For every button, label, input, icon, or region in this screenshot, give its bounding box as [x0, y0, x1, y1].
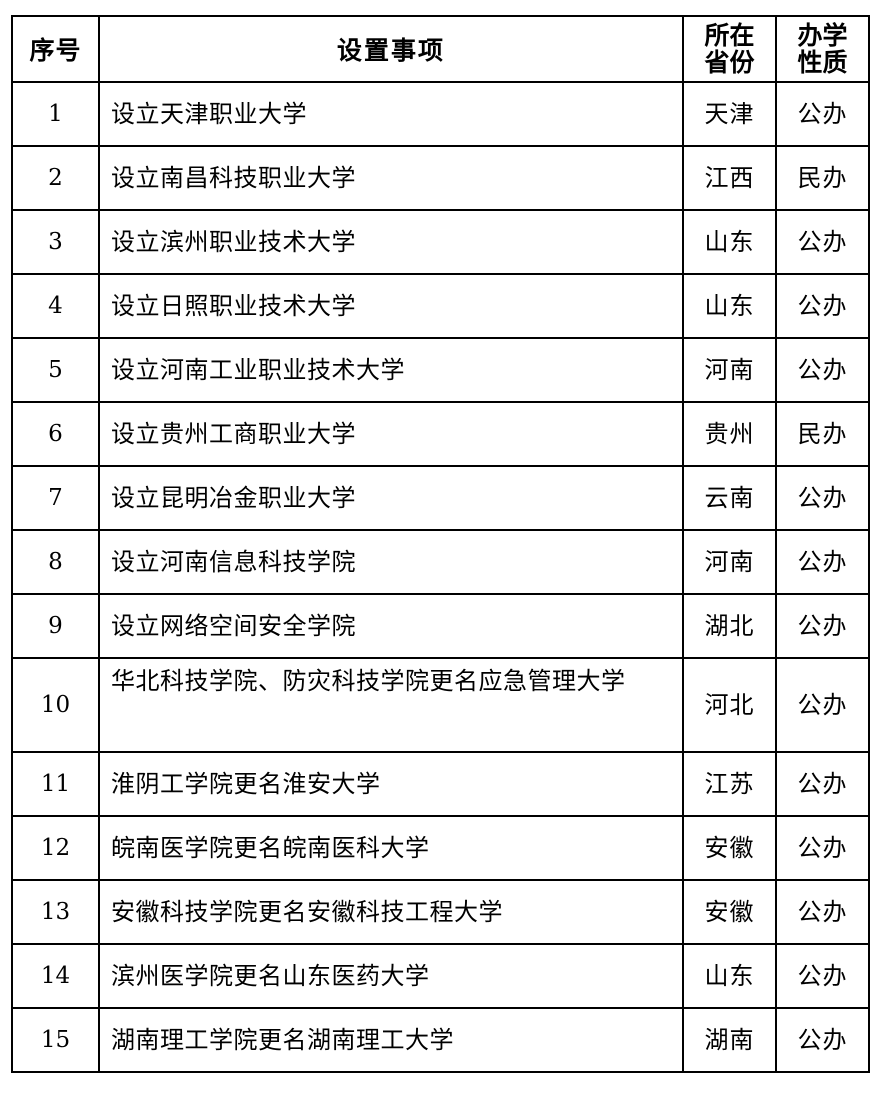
table-row: 5 设立河南工业职业技术大学 河南 公办 [11, 337, 870, 403]
cell-nature: 公办 [775, 81, 870, 147]
cell-province: 山东 [682, 943, 777, 1009]
cell-index: 5 [11, 337, 100, 403]
column-header-nature-line1: 办学 [797, 21, 848, 50]
cell-province: 云南 [682, 465, 777, 531]
table-row: 1 设立天津职业大学 天津 公办 [11, 81, 870, 147]
cell-nature: 公办 [775, 465, 870, 531]
cell-index: 12 [11, 815, 100, 881]
cell-nature: 公办 [775, 593, 870, 659]
cell-item: 湖南理工学院更名湖南理工大学 [98, 1007, 684, 1073]
cell-index: 9 [11, 593, 100, 659]
cell-nature: 公办 [775, 1007, 870, 1073]
cell-item: 设立天津职业大学 [98, 81, 684, 147]
table-row: 11 淮阴工学院更名淮安大学 江苏 公办 [11, 751, 870, 817]
cell-item: 设立网络空间安全学院 [98, 593, 684, 659]
table-row: 6 设立贵州工商职业大学 贵州 民办 [11, 401, 870, 467]
column-header-item: 设置事项 [98, 15, 684, 83]
cell-index: 14 [11, 943, 100, 1009]
cell-index: 2 [11, 145, 100, 211]
cell-index: 3 [11, 209, 100, 275]
cell-item: 设立河南信息科技学院 [98, 529, 684, 595]
cell-nature: 公办 [775, 273, 870, 339]
cell-nature: 公办 [775, 943, 870, 1009]
cell-province: 江西 [682, 145, 777, 211]
column-header-nature-line2: 性质 [797, 48, 848, 77]
cell-item: 皖南医学院更名皖南医科大学 [98, 815, 684, 881]
cell-nature: 公办 [775, 529, 870, 595]
cell-index: 13 [11, 879, 100, 945]
cell-province: 安徽 [682, 815, 777, 881]
table-row: 4 设立日照职业技术大学 山东 公办 [11, 273, 870, 339]
column-header-index: 序号 [11, 15, 100, 83]
cell-item: 华北科技学院、防灾科技学院更名应急管理大学 [98, 657, 684, 753]
university-setup-table: 序号 设置事项 所在 省份 办学 性质 1 设立天津职业大学 天津 公办 2 设立南昌科技… [11, 15, 870, 1073]
cell-province: 湖北 [682, 593, 777, 659]
cell-province: 河南 [682, 337, 777, 403]
column-header-nature: 办学 性质 [775, 15, 870, 83]
table-header: 序号 设置事项 所在 省份 办学 性质 [11, 15, 870, 83]
cell-nature: 民办 [775, 401, 870, 467]
table-row: 2 设立南昌科技职业大学 江西 民办 [11, 145, 870, 211]
cell-item: 设立日照职业技术大学 [98, 273, 684, 339]
table-body: 1 设立天津职业大学 天津 公办 2 设立南昌科技职业大学 江西 民办 3 设立滨州职业技术大学山… [11, 81, 870, 1073]
cell-index: 11 [11, 751, 100, 817]
column-header-province-line2: 省份 [704, 48, 755, 77]
cell-province: 天津 [682, 81, 777, 147]
cell-province: 山东 [682, 273, 777, 339]
cell-province: 河南 [682, 529, 777, 595]
cell-nature: 公办 [775, 815, 870, 881]
cell-index: 4 [11, 273, 100, 339]
table-row: 3 设立滨州职业技术大学 山东 公办 [11, 209, 870, 275]
cell-item: 设立贵州工商职业大学 [98, 401, 684, 467]
cell-province: 河北 [682, 657, 777, 753]
table-row: 7 设立昆明冶金职业大学 云南 公办 [11, 465, 870, 531]
cell-nature: 公办 [775, 879, 870, 945]
cell-item: 设立滨州职业技术大学 [98, 209, 684, 275]
cell-index: 10 [11, 657, 100, 753]
cell-nature: 民办 [775, 145, 870, 211]
cell-item: 淮阴工学院更名淮安大学 [98, 751, 684, 817]
column-header-province: 所在 省份 [682, 15, 777, 83]
cell-item: 设立河南工业职业技术大学 [98, 337, 684, 403]
cell-nature: 公办 [775, 337, 870, 403]
table-container: 序号 设置事项 所在 省份 办学 性质 1 设立天津职业大学 天津 公办 2 设立南昌科技… [11, 15, 870, 1073]
table-row: 9 设立网络空间安全学院 湖北 公办 [11, 593, 870, 659]
cell-item: 设立昆明冶金职业大学 [98, 465, 684, 531]
cell-item: 安徽科技学院更名安徽科技工程大学 [98, 879, 684, 945]
cell-index: 6 [11, 401, 100, 467]
cell-item: 滨州医学院更名山东医药大学 [98, 943, 684, 1009]
cell-nature: 公办 [775, 751, 870, 817]
cell-province: 江苏 [682, 751, 777, 817]
table-row: 14 滨州医学院更名山东医药大学 山东 公办 [11, 943, 870, 1009]
cell-index: 8 [11, 529, 100, 595]
cell-nature: 公办 [775, 657, 870, 753]
cell-province: 贵州 [682, 401, 777, 467]
cell-item: 设立南昌科技职业大学 [98, 145, 684, 211]
cell-province: 安徽 [682, 879, 777, 945]
cell-index: 15 [11, 1007, 100, 1073]
cell-index: 1 [11, 81, 100, 147]
table-row: 12 皖南医学院更名皖南医科大学 安徽 公办 [11, 815, 870, 881]
cell-province: 湖南 [682, 1007, 777, 1073]
cell-nature: 公办 [775, 209, 870, 275]
column-header-province-line1: 所在 [704, 21, 755, 50]
table-row: 8 设立河南信息科技学院 河南 公办 [11, 529, 870, 595]
table-header-row: 序号 设置事项 所在 省份 办学 性质 [11, 15, 870, 83]
table-row: 15 湖南理工学院更名湖南理工大学 湖南 公办 [11, 1007, 870, 1073]
cell-index: 7 [11, 465, 100, 531]
cell-province: 山东 [682, 209, 777, 275]
table-row: 13 安徽科技学院更名安徽科技工程大学 安徽 公办 [11, 879, 870, 945]
table-row: 10 华北科技学院、防灾科技学院更名应急管理大学 河北 公办 [11, 657, 870, 753]
